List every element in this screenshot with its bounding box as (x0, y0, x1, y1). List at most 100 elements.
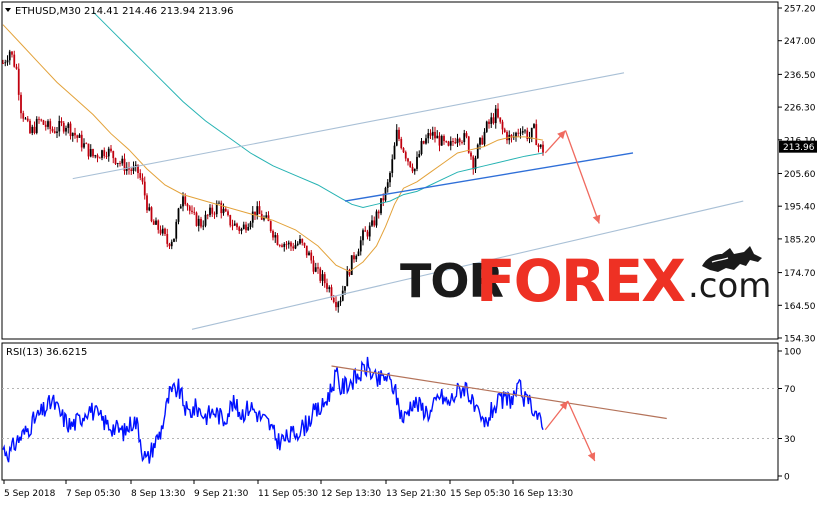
candle-body (328, 287, 331, 289)
time-tick-label: 8 Sep 13:30 (131, 489, 186, 499)
candle-body (38, 118, 40, 120)
support-trendline (344, 152, 634, 202)
candle-body (533, 124, 535, 128)
candle-body (58, 120, 61, 132)
time-tick-label: 15 Sep 05:30 (450, 489, 510, 499)
symbol-label: ETHUSD,M30 (15, 6, 81, 17)
candle-body (218, 202, 220, 204)
candle-body (269, 221, 272, 231)
logo-text-forex: FOREX (476, 247, 685, 315)
candle-body (463, 133, 466, 143)
candle-body (222, 208, 225, 214)
candle-body (488, 121, 490, 124)
candle-body (4, 62, 7, 64)
candle-body (481, 137, 484, 145)
candle-body (366, 231, 369, 237)
candle-body (247, 226, 250, 231)
candle-body (173, 238, 175, 242)
candle-body (134, 164, 137, 167)
candle-body (15, 66, 18, 69)
forecast-arrows (544, 130, 601, 224)
candle-body (292, 246, 295, 249)
rsi-line (2, 356, 544, 464)
candle-body (69, 123, 72, 137)
candle-body (107, 148, 110, 157)
candle-body (213, 213, 216, 215)
candle-body (438, 135, 441, 146)
rsi-plot-area (2, 356, 778, 464)
price-tick-label: 185.20 (784, 235, 816, 245)
candle-body (344, 286, 346, 291)
candle-body (139, 173, 142, 178)
candle-body (26, 118, 29, 121)
ohlc-values: 214.41 214.46 213.94 213.96 (84, 6, 234, 17)
candle-body (74, 132, 76, 136)
time-tick-label: 12 Sep 13:30 (321, 489, 381, 499)
time-tick-label: 16 Sep 13:30 (513, 489, 573, 499)
candle-body (92, 149, 94, 157)
candle-body (276, 235, 279, 246)
candle-body (483, 131, 486, 145)
candle-body (492, 117, 495, 124)
candle-body (2, 63, 4, 64)
candle-body (215, 203, 218, 215)
candle-body (521, 131, 524, 133)
candle-body (13, 54, 16, 67)
rsi-header: RSI(13) 36.6215 (6, 347, 87, 358)
candle-body (445, 141, 448, 142)
candle-body (80, 134, 83, 148)
candle-body (501, 121, 504, 130)
candle-body (382, 198, 385, 201)
dropdown-triangle-icon[interactable] (5, 8, 11, 12)
channel-line (191, 200, 744, 330)
candle-body (182, 196, 184, 207)
candle-body (191, 210, 193, 212)
price-tick-label: 257.20 (784, 5, 816, 15)
candle-body (454, 142, 457, 144)
candle-body (204, 214, 207, 226)
candle-body (409, 161, 412, 167)
candle-body (497, 108, 499, 118)
candle-body (220, 202, 223, 214)
candle-body (51, 128, 54, 132)
candle-body (94, 155, 97, 157)
candle-body (332, 297, 335, 302)
candle-body (206, 214, 209, 216)
rsi-tick-label: 30 (784, 435, 796, 445)
candle-body (125, 167, 128, 171)
price-tick-label: 195.40 (784, 203, 816, 213)
candle-body (413, 168, 416, 172)
candle-body (152, 221, 155, 225)
candle-body (519, 132, 522, 134)
candle-body (449, 141, 452, 146)
candle-body (85, 143, 88, 145)
candle-body (119, 163, 121, 164)
candle-body (301, 238, 304, 243)
time-tick-label: 5 Sep 2018 (4, 489, 56, 499)
candle-body (479, 137, 481, 145)
candle-body (65, 127, 67, 132)
torforex-logo: TOR FOREX .com (400, 246, 771, 315)
candle-body (476, 144, 479, 159)
candle-body (56, 131, 58, 133)
candle-body (465, 133, 468, 137)
candle-body (400, 138, 403, 149)
candle-body (195, 212, 198, 226)
candle-body (380, 198, 382, 214)
candle-body (348, 269, 351, 275)
price-tick-label: 174.70 (784, 269, 816, 279)
candle-body (371, 220, 373, 226)
logo-text-tor: TOR (400, 254, 503, 308)
candle-body (359, 240, 362, 252)
rsi-resistance-trendline (331, 365, 667, 420)
rsi-trendline (331, 365, 667, 420)
candle-body (447, 141, 450, 146)
candle-body (474, 158, 477, 170)
candle-body (251, 211, 254, 223)
candle-body (431, 131, 434, 136)
candle-body (238, 227, 241, 231)
candle-body (323, 274, 326, 284)
candle-body (326, 283, 328, 289)
